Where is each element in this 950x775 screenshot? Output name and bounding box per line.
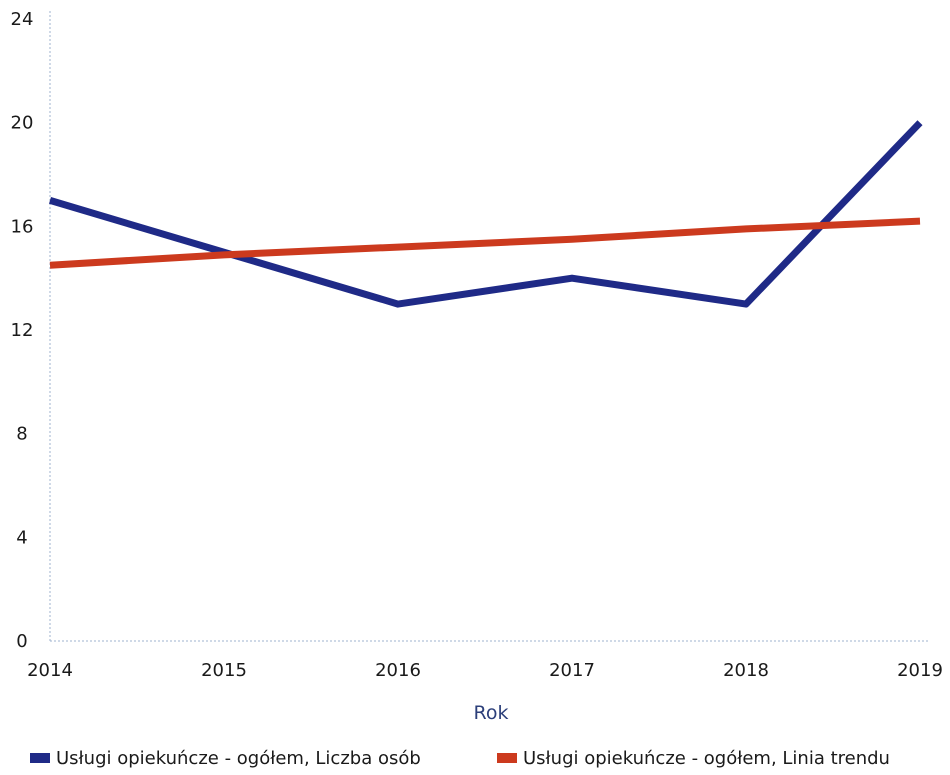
x-tick-label: 2016 xyxy=(375,660,421,681)
x-tick-label: 2015 xyxy=(201,660,247,681)
x-axis-ticks: 2014 2015 2016 2017 2018 2019 xyxy=(27,660,943,681)
y-tick-label: 12 xyxy=(11,320,34,341)
x-axis-title: Rok xyxy=(474,702,509,724)
y-tick-label: 8 xyxy=(16,424,27,445)
x-tick-label: 2014 xyxy=(27,660,73,681)
y-tick-label: 24 xyxy=(11,9,34,30)
series-line-2 xyxy=(49,217,921,269)
legend-swatch-1 xyxy=(30,753,50,763)
legend-label-1: Usługi opiekuńcze - ogółem, Liczba osób xyxy=(56,748,421,769)
legend-swatch-2 xyxy=(497,753,517,763)
series-lines xyxy=(49,120,923,308)
x-tick-label: 2017 xyxy=(549,660,595,681)
y-tick-label: 0 xyxy=(16,631,27,652)
x-tick-label: 2018 xyxy=(723,660,769,681)
axes xyxy=(49,11,928,642)
y-tick-label: 4 xyxy=(16,527,27,548)
y-axis-ticks: 0 4 8 12 16 20 24 xyxy=(11,9,34,652)
x-tick-label: 2019 xyxy=(897,660,943,681)
series-line-1 xyxy=(49,120,923,308)
y-tick-label: 16 xyxy=(11,216,34,237)
legend-label-2: Usługi opiekuńcze - ogółem, Linia trendu xyxy=(523,748,890,769)
y-tick-label: 20 xyxy=(11,113,34,134)
legend: Usługi opiekuńcze - ogółem, Liczba osób U… xyxy=(30,748,890,769)
